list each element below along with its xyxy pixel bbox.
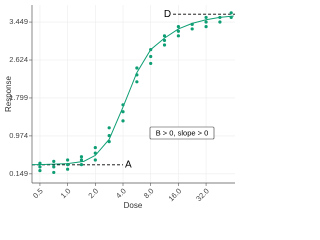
data-point [135, 80, 139, 84]
x-tick-label: 0.5 [31, 186, 45, 200]
data-point [218, 20, 222, 24]
data-point [135, 73, 139, 77]
x-tick-label: 2.0 [86, 186, 100, 200]
chart: Dose Response 0.149 0.974 1.799 2.624 3.449 0… [4, 5, 235, 210]
data-point [162, 43, 167, 47]
data-point [204, 25, 208, 29]
data-point [121, 110, 125, 114]
data-point [79, 163, 84, 167]
y-tick-label: 1.799 [9, 93, 28, 102]
data-point [176, 29, 180, 33]
data-point [229, 11, 233, 15]
x-tick-label: 8.0 [142, 186, 156, 200]
data-point [149, 48, 153, 52]
data-point [79, 155, 84, 159]
data-point [93, 158, 97, 162]
x-tick-label: 4.0 [114, 186, 128, 200]
data-point [93, 151, 97, 155]
reference-label: D [164, 9, 171, 20]
data-point [107, 126, 111, 130]
y-tick-label: 0.974 [9, 131, 28, 140]
data-point [79, 158, 84, 162]
annotation-frame [149, 126, 215, 140]
data-point [52, 170, 56, 175]
data-point [176, 34, 180, 38]
data-point [38, 168, 42, 173]
page: {"chart_data": { "type": "scatter", "x_l… [4, 5, 235, 210]
annotation-text: B > 0, slope > 0 [156, 128, 209, 137]
x-axis-label: Dose [124, 201, 143, 210]
data-point [162, 34, 167, 38]
data-point [121, 103, 125, 107]
data-point [229, 15, 233, 20]
x-tick-label: 32.0 [194, 186, 211, 203]
data-point [52, 159, 56, 163]
data-point [162, 38, 167, 43]
data-point [190, 22, 194, 26]
data-point [66, 163, 70, 167]
y-axis-label: Response [4, 75, 13, 112]
data-point [66, 158, 70, 162]
data-point [107, 134, 111, 138]
data-point [218, 15, 222, 20]
data-point [204, 15, 208, 20]
data-point [149, 61, 153, 66]
data-point [107, 140, 111, 144]
plot-panel [32, 5, 235, 183]
data-point [38, 165, 42, 169]
data-point [149, 54, 153, 59]
data-point [66, 167, 70, 171]
data-point [190, 27, 194, 31]
data-point [176, 25, 180, 29]
data-point [204, 20, 208, 24]
data-point [93, 145, 97, 150]
y-tick-label: 3.449 [9, 17, 28, 26]
x-tick-label: 1.0 [59, 186, 73, 200]
fit-curve [32, 15, 234, 166]
y-tick-label: 0.149 [9, 169, 28, 178]
y-tick-label: 2.624 [9, 55, 28, 64]
data-point [38, 161, 42, 165]
data-point [121, 119, 125, 123]
x-tick-label: 16.0 [167, 186, 184, 203]
reference-label: A [125, 159, 132, 170]
data-point [135, 66, 139, 70]
data-point [52, 165, 56, 169]
